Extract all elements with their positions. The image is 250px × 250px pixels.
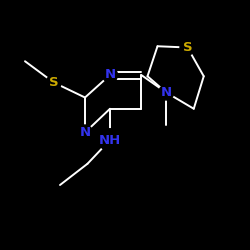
Circle shape [78, 125, 92, 140]
Text: N: N [104, 68, 116, 82]
Text: N: N [161, 86, 172, 99]
Text: NH: NH [99, 134, 121, 146]
Circle shape [99, 129, 121, 151]
Circle shape [159, 85, 174, 100]
Circle shape [46, 75, 61, 90]
Text: S: S [183, 41, 192, 54]
Circle shape [102, 68, 118, 82]
Text: S: S [49, 76, 58, 89]
Circle shape [180, 40, 195, 55]
Text: N: N [80, 126, 90, 139]
